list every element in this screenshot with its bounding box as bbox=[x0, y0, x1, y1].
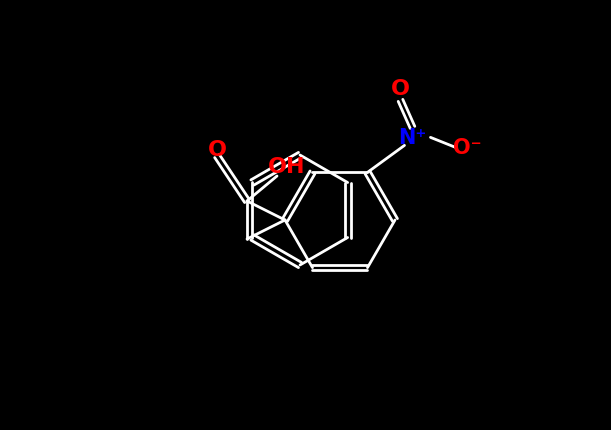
Text: O⁻: O⁻ bbox=[453, 138, 482, 158]
Text: OH: OH bbox=[268, 157, 306, 177]
Text: O: O bbox=[391, 79, 410, 99]
Text: N⁺: N⁺ bbox=[398, 128, 426, 148]
Text: O: O bbox=[208, 140, 227, 160]
